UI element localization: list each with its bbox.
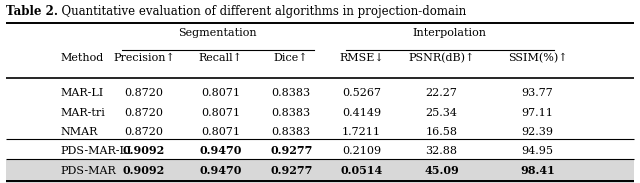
Text: 0.9092: 0.9092 [123, 165, 165, 176]
Text: Quantitative evaluation of different algorithms in projection-domain: Quantitative evaluation of different alg… [54, 5, 467, 18]
Text: 0.5267: 0.5267 [342, 88, 381, 98]
Text: 0.4149: 0.4149 [342, 108, 381, 117]
Text: 1.7211: 1.7211 [342, 127, 381, 137]
Text: PDS-MAR: PDS-MAR [61, 166, 116, 175]
Text: Interpolation: Interpolation [413, 28, 486, 38]
Text: 0.9092: 0.9092 [123, 145, 165, 156]
Text: Table 2.: Table 2. [6, 5, 58, 18]
Text: RMSE↓: RMSE↓ [339, 53, 384, 63]
Text: 45.09: 45.09 [424, 165, 459, 176]
Text: SSIM(%)↑: SSIM(%)↑ [508, 53, 568, 63]
Text: 0.8071: 0.8071 [202, 108, 240, 117]
Text: 0.8383: 0.8383 [271, 108, 311, 117]
Text: 0.9470: 0.9470 [200, 145, 242, 156]
Text: Dice↑: Dice↑ [274, 53, 308, 63]
Text: NMAR: NMAR [61, 127, 98, 137]
Text: Recall↑: Recall↑ [199, 53, 243, 63]
Text: 32.88: 32.88 [426, 146, 458, 156]
Text: 0.8720: 0.8720 [125, 127, 163, 137]
Text: PSNR(dB)↑: PSNR(dB)↑ [408, 53, 475, 63]
Text: 0.8720: 0.8720 [125, 88, 163, 98]
Text: 0.8383: 0.8383 [271, 88, 311, 98]
Text: 0.8071: 0.8071 [202, 88, 240, 98]
Text: 0.8383: 0.8383 [271, 127, 311, 137]
Text: MAR-tri: MAR-tri [61, 108, 106, 117]
Text: 16.58: 16.58 [426, 127, 458, 137]
Text: 0.8071: 0.8071 [202, 127, 240, 137]
Text: 0.0514: 0.0514 [340, 165, 383, 176]
Text: Segmentation: Segmentation [179, 28, 257, 38]
Text: 93.77: 93.77 [522, 88, 554, 98]
Bar [6, 160, 634, 183]
Text: 92.39: 92.39 [522, 127, 554, 137]
Text: 0.9277: 0.9277 [270, 145, 312, 156]
Text: 94.95: 94.95 [522, 146, 554, 156]
Text: 97.11: 97.11 [522, 108, 554, 117]
Text: Method: Method [61, 53, 104, 63]
Text: 0.2109: 0.2109 [342, 146, 381, 156]
Text: 98.41: 98.41 [520, 165, 555, 176]
Text: 22.27: 22.27 [426, 88, 458, 98]
Text: 0.9470: 0.9470 [200, 165, 242, 176]
Text: Precision↑: Precision↑ [113, 53, 175, 63]
Text: PDS-MAR-LI: PDS-MAR-LI [61, 146, 132, 156]
Text: 25.34: 25.34 [426, 108, 458, 117]
Text: MAR-LI: MAR-LI [61, 88, 104, 98]
Text: 0.9277: 0.9277 [270, 165, 312, 176]
Text: 0.8720: 0.8720 [125, 108, 163, 117]
